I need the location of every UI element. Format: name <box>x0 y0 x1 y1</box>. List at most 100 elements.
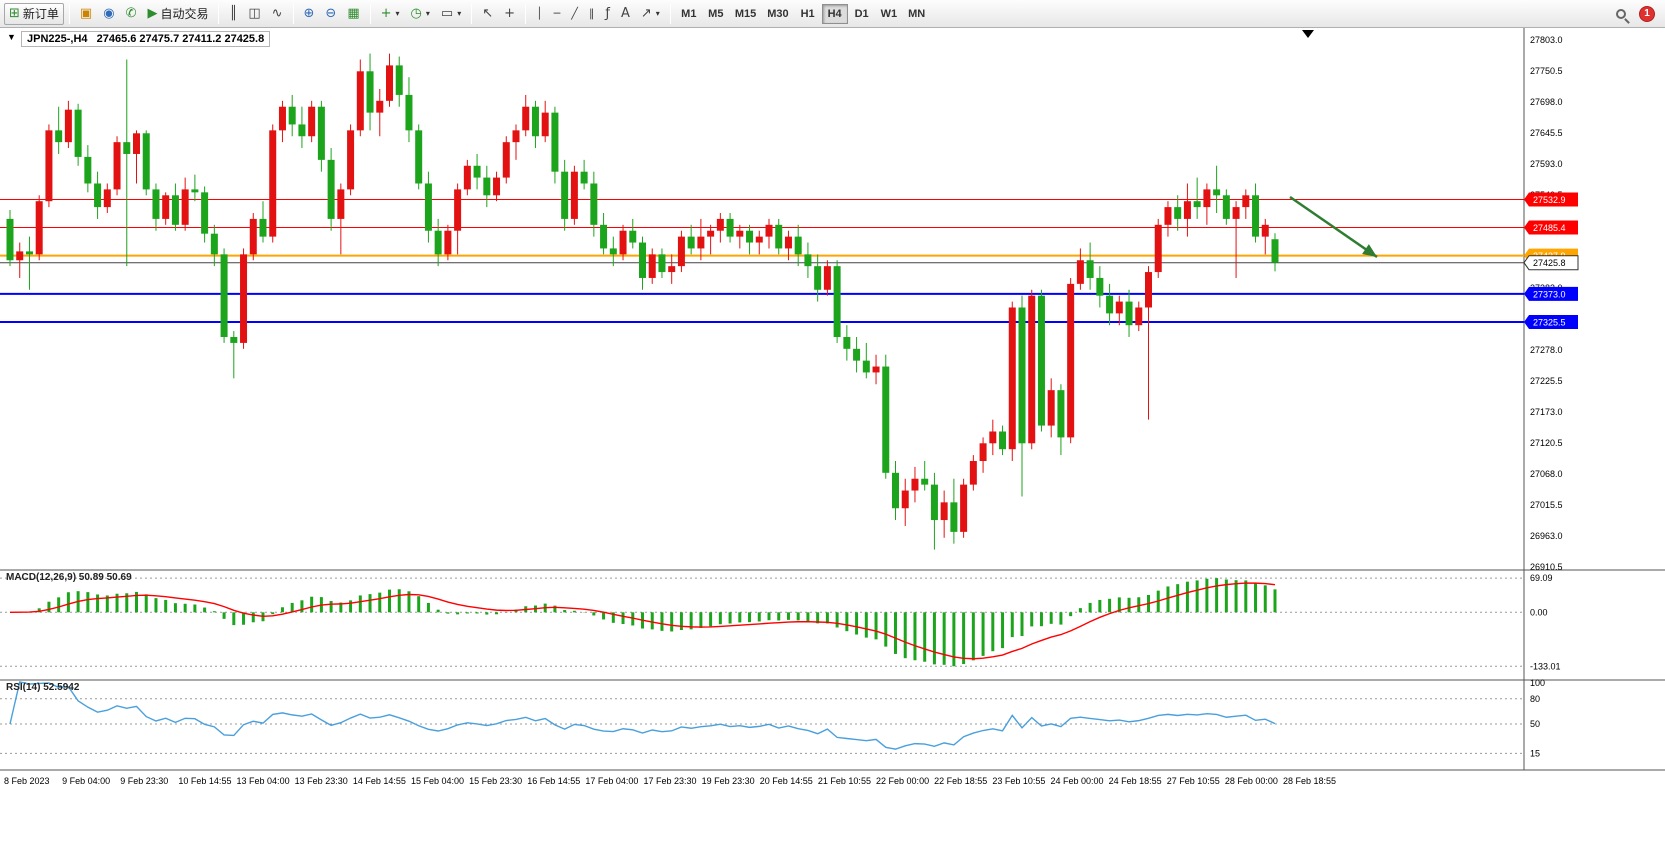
dropdown-caret-icon: ▾ <box>425 9 430 18</box>
macd-levels: 69.09 0.00 -133.01 <box>0 573 1561 671</box>
notification-badge[interactable]: 1 <box>1639 5 1655 22</box>
horizontal-lines[interactable] <box>0 198 1524 323</box>
svg-text:16 Feb 14:55: 16 Feb 14:55 <box>527 776 580 786</box>
autotrading-icon: ▶ <box>147 6 158 21</box>
svg-text:27 Feb 10:55: 27 Feb 10:55 <box>1167 776 1220 786</box>
toolbox-button[interactable]: ▣ <box>75 3 97 25</box>
svg-text:27803.0: 27803.0 <box>1530 35 1563 45</box>
scroll-to-end-marker[interactable] <box>1302 30 1314 38</box>
candlestick-chart-icon: ◫ <box>248 6 261 21</box>
zoom-in-button[interactable]: ⊕ <box>299 3 320 25</box>
price-badge: 27325.5 <box>1524 314 1578 329</box>
timeframe-w1[interactable]: W1 <box>876 4 903 24</box>
line-chart-icon: ∿ <box>271 6 283 21</box>
globe-icon: ◉ <box>103 6 115 21</box>
zoom-out-button[interactable]: ⊖ <box>320 3 341 25</box>
timeframe-m15[interactable]: M15 <box>730 4 761 24</box>
price-badge: 27373.0 <box>1524 286 1578 301</box>
svg-text:69.09: 69.09 <box>1530 573 1553 583</box>
bar-chart-button[interactable]: ║ <box>224 3 242 25</box>
svg-text:27593.0: 27593.0 <box>1530 159 1563 169</box>
timeframe-h4[interactable]: H4 <box>821 3 848 24</box>
ohlc-values: 27465.6 27475.7 27411.2 27425.8 <box>96 33 265 45</box>
horizontal-line-button[interactable]: ─ <box>549 3 566 25</box>
toolbar-separator <box>292 3 294 24</box>
svg-text:10 Feb 14:55: 10 Feb 14:55 <box>178 776 231 786</box>
trendline-icon: ╱ <box>571 7 578 20</box>
text-tool-button[interactable]: A <box>616 3 635 25</box>
tile-windows-button[interactable]: ▦ <box>342 3 364 25</box>
dropdown-caret-icon: ▾ <box>395 9 400 18</box>
svg-text:28 Feb 18:55: 28 Feb 18:55 <box>1283 776 1336 786</box>
svg-text:27068.0: 27068.0 <box>1530 469 1563 479</box>
svg-text:14 Feb 14:55: 14 Feb 14:55 <box>353 776 406 786</box>
arrows-icon: ↗ <box>640 6 652 21</box>
autotrading-button[interactable]: ▶ 自动交易 <box>142 3 213 25</box>
chart-template-button[interactable]: ▭ ▾ <box>436 3 466 25</box>
candlestick-chart-button[interactable]: ◫ <box>243 3 265 25</box>
toolbar-separator <box>525 3 527 24</box>
add-indicator-icon: + <box>380 6 392 21</box>
svg-text:27173.0: 27173.0 <box>1530 407 1563 417</box>
trendline-button[interactable]: ╱ <box>566 3 583 25</box>
svg-text:27373.0: 27373.0 <box>1533 289 1566 299</box>
timeframe-m5[interactable]: M5 <box>703 4 729 24</box>
svg-text:0.00: 0.00 <box>1530 607 1548 617</box>
svg-text:21 Feb 10:55: 21 Feb 10:55 <box>818 776 871 786</box>
price-badge: 27532.9 <box>1524 192 1578 207</box>
autotrading-label: 自动交易 <box>160 7 209 21</box>
one-click-trading-icon[interactable]: ▼ <box>7 32 16 42</box>
timeframe-h1[interactable]: H1 <box>795 4 821 24</box>
toolbar-separator <box>471 3 473 24</box>
price-badge: 27425.8 <box>1523 255 1579 271</box>
svg-text:27325.5: 27325.5 <box>1533 317 1566 327</box>
timeframe-m1[interactable]: M1 <box>676 4 702 24</box>
svg-text:100: 100 <box>1530 678 1545 688</box>
svg-text:8 Feb 2023: 8 Feb 2023 <box>4 776 50 786</box>
svg-text:27698.0: 27698.0 <box>1530 97 1563 107</box>
svg-text:27485.4: 27485.4 <box>1533 223 1566 233</box>
svg-text:15: 15 <box>1530 748 1540 758</box>
timeframe-m30[interactable]: M30 <box>762 4 793 24</box>
price-axis: 27803.027750.527698.027645.527593.027540… <box>1530 35 1563 572</box>
crosshair-button[interactable]: + <box>499 3 520 25</box>
svg-text:23 Feb 10:55: 23 Feb 10:55 <box>992 776 1045 786</box>
search-icon[interactable] <box>1616 8 1626 19</box>
svg-text:27225.5: 27225.5 <box>1530 376 1563 386</box>
zoom-out-icon: ⊖ <box>325 6 337 21</box>
globe-button[interactable]: ◉ <box>98 3 119 25</box>
trend-arrow-annotation[interactable] <box>1289 195 1378 259</box>
cursor-button[interactable]: ↖ <box>477 3 498 25</box>
candles[interactable] <box>6 53 1279 550</box>
fibonacci-button[interactable]: ƒ <box>600 3 615 25</box>
tile-windows-icon: ▦ <box>347 6 360 21</box>
channel-button[interactable]: ∥ <box>584 3 600 25</box>
timeframe-d1[interactable]: D1 <box>849 4 875 24</box>
vertical-line-button[interactable]: │ <box>531 3 548 25</box>
period-clock-button[interactable]: ◷ ▾ <box>406 3 435 25</box>
svg-text:27120.5: 27120.5 <box>1530 438 1563 448</box>
toolbar-separator <box>369 3 371 24</box>
phone-button[interactable]: ✆ <box>121 3 142 25</box>
timeframe-mn[interactable]: MN <box>903 4 930 24</box>
toolbar-separator <box>68 3 70 24</box>
svg-text:24 Feb 18:55: 24 Feb 18:55 <box>1109 776 1162 786</box>
svg-text:13 Feb 04:00: 13 Feb 04:00 <box>237 776 290 786</box>
vertical-line-icon: │ <box>536 7 543 20</box>
line-chart-button[interactable]: ∿ <box>267 3 288 25</box>
channel-icon: ∥ <box>588 7 595 20</box>
dropdown-caret-icon: ▾ <box>457 9 462 18</box>
svg-text:13 Feb 23:30: 13 Feb 23:30 <box>295 776 348 786</box>
svg-text:28 Feb 00:00: 28 Feb 00:00 <box>1225 776 1278 786</box>
fibonacci-icon: ƒ <box>605 6 610 21</box>
bar-chart-icon: ║ <box>229 6 238 21</box>
dropdown-caret-icon: ▾ <box>655 9 660 18</box>
svg-text:80: 80 <box>1530 694 1540 704</box>
new-order-button[interactable]: ⊞ 新订单 <box>4 2 64 25</box>
arrows-tool-button[interactable]: ↗ ▾ <box>636 3 665 25</box>
phone-icon: ✆ <box>125 6 137 21</box>
toolbar-separator <box>218 3 220 24</box>
svg-text:19 Feb 23:30: 19 Feb 23:30 <box>702 776 755 786</box>
add-indicator-button[interactable]: + ▾ <box>376 3 405 25</box>
